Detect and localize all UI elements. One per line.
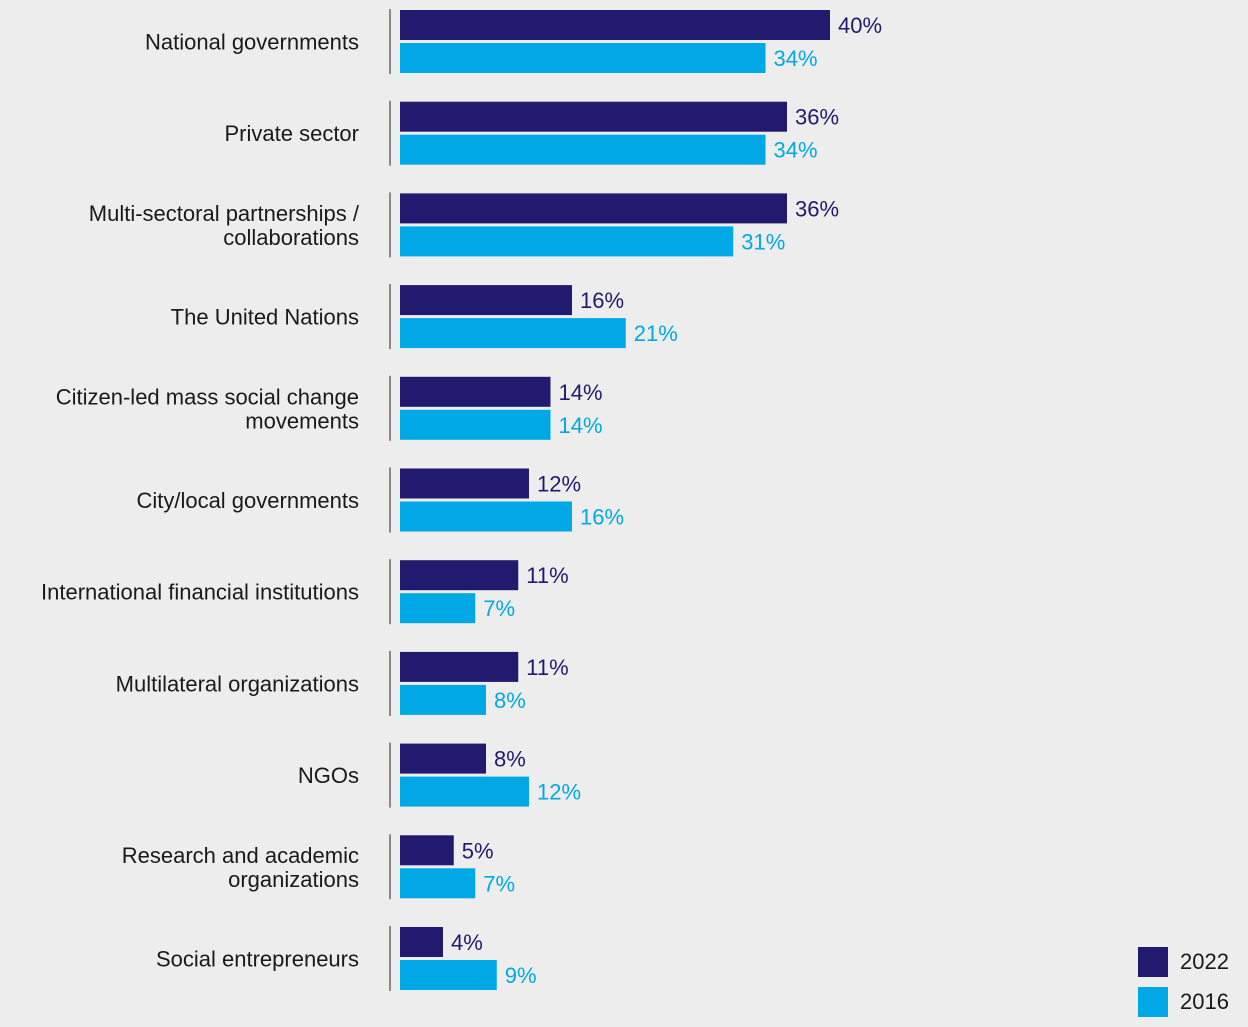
legend-swatch-2016	[1138, 987, 1168, 1017]
category-label: Multi-sectoral partnerships / collaborati…	[89, 201, 360, 250]
category-label-line: Social entrepreneurs	[156, 947, 359, 972]
value-label-2016: 7%	[483, 596, 515, 621]
value-label-2016: 31%	[741, 229, 785, 254]
bar-2022	[400, 468, 529, 499]
category-label-line: Research and academic	[122, 843, 359, 868]
bar-2016	[400, 684, 486, 715]
category-label: Multilateral organizations	[116, 671, 359, 696]
category-label-line: Multilateral organizations	[116, 671, 359, 696]
value-label-2022: 11%	[526, 563, 568, 588]
value-label-2016: 34%	[774, 46, 818, 71]
category-label: Research and academic organizations	[122, 843, 359, 892]
bar-2022	[400, 101, 787, 132]
category-label-line: The United Nations	[171, 305, 359, 330]
bar-2016	[400, 868, 476, 899]
value-label-2016: 21%	[634, 321, 678, 346]
bar-2016	[400, 43, 766, 73]
value-label-2022: 11%	[526, 655, 568, 680]
bar-2016	[400, 501, 572, 532]
category-label-line: International financial institutions	[41, 580, 359, 605]
value-label-2016: 8%	[494, 688, 526, 713]
bar-2022	[400, 560, 519, 591]
legend: 2022 2016	[1138, 947, 1229, 1027]
category-label-line: movements	[245, 408, 359, 433]
category-label: City/local governments	[136, 488, 359, 513]
category-label: Private sector	[225, 121, 360, 146]
value-label-2022: 16%	[580, 288, 624, 313]
category-label-line: organizations	[228, 867, 359, 892]
bar-2022	[400, 10, 830, 40]
category-label-line: National governments	[145, 30, 359, 55]
bar-2022	[400, 927, 443, 957]
bar-2022	[400, 835, 454, 866]
bar-2016	[400, 409, 551, 440]
category-label: Citizen-led mass social change movements	[56, 384, 359, 433]
value-label-2016: 7%	[483, 871, 515, 896]
bar-2016	[400, 776, 529, 807]
value-label-2022: 5%	[462, 838, 494, 863]
bar-2016	[400, 318, 626, 349]
legend-label-2016: 2016	[1180, 989, 1229, 1014]
category-label-line: NGOs	[298, 763, 359, 788]
value-label-2022: 14%	[559, 380, 603, 405]
legend-swatch-2022	[1138, 947, 1168, 977]
value-label-2016: 14%	[559, 413, 603, 438]
value-label-2016: 9%	[505, 963, 537, 988]
category-label-line: Private sector	[225, 121, 360, 146]
legend-item-2022: 2022	[1138, 947, 1229, 977]
bar-2016	[400, 593, 476, 624]
bar-2022	[400, 285, 572, 316]
bar-2022	[400, 376, 551, 407]
category-label: International financial institutions	[41, 580, 359, 605]
category-label-line: collaborations	[223, 225, 359, 250]
value-label-2022: 8%	[494, 747, 526, 772]
bar-2022	[400, 743, 486, 774]
value-label-2016: 16%	[580, 505, 624, 530]
category-label: Social entrepreneurs	[156, 947, 359, 972]
bar-2022	[400, 651, 519, 682]
value-label-2022: 36%	[795, 196, 839, 221]
value-label-2022: 40%	[838, 13, 882, 38]
value-label-2022: 4%	[451, 930, 483, 955]
category-label-line: City/local governments	[136, 488, 359, 513]
category-label-line: Multi-sectoral partnerships /	[89, 201, 360, 226]
value-label-2016: 34%	[774, 138, 818, 163]
category-label: National governments	[145, 30, 359, 55]
bar-2022	[400, 193, 787, 224]
value-label-2022: 12%	[537, 472, 581, 497]
category-label: NGOs	[298, 763, 359, 788]
bar-2016	[400, 960, 497, 990]
bar-2016	[400, 226, 734, 257]
legend-label-2022: 2022	[1180, 949, 1229, 974]
value-label-2016: 12%	[537, 780, 581, 805]
value-label-2022: 36%	[795, 105, 839, 130]
bar-2016	[400, 134, 766, 165]
legend-item-2016: 2016	[1138, 987, 1229, 1017]
category-label: The United Nations	[171, 305, 359, 330]
category-label-line: Citizen-led mass social change	[56, 384, 359, 409]
